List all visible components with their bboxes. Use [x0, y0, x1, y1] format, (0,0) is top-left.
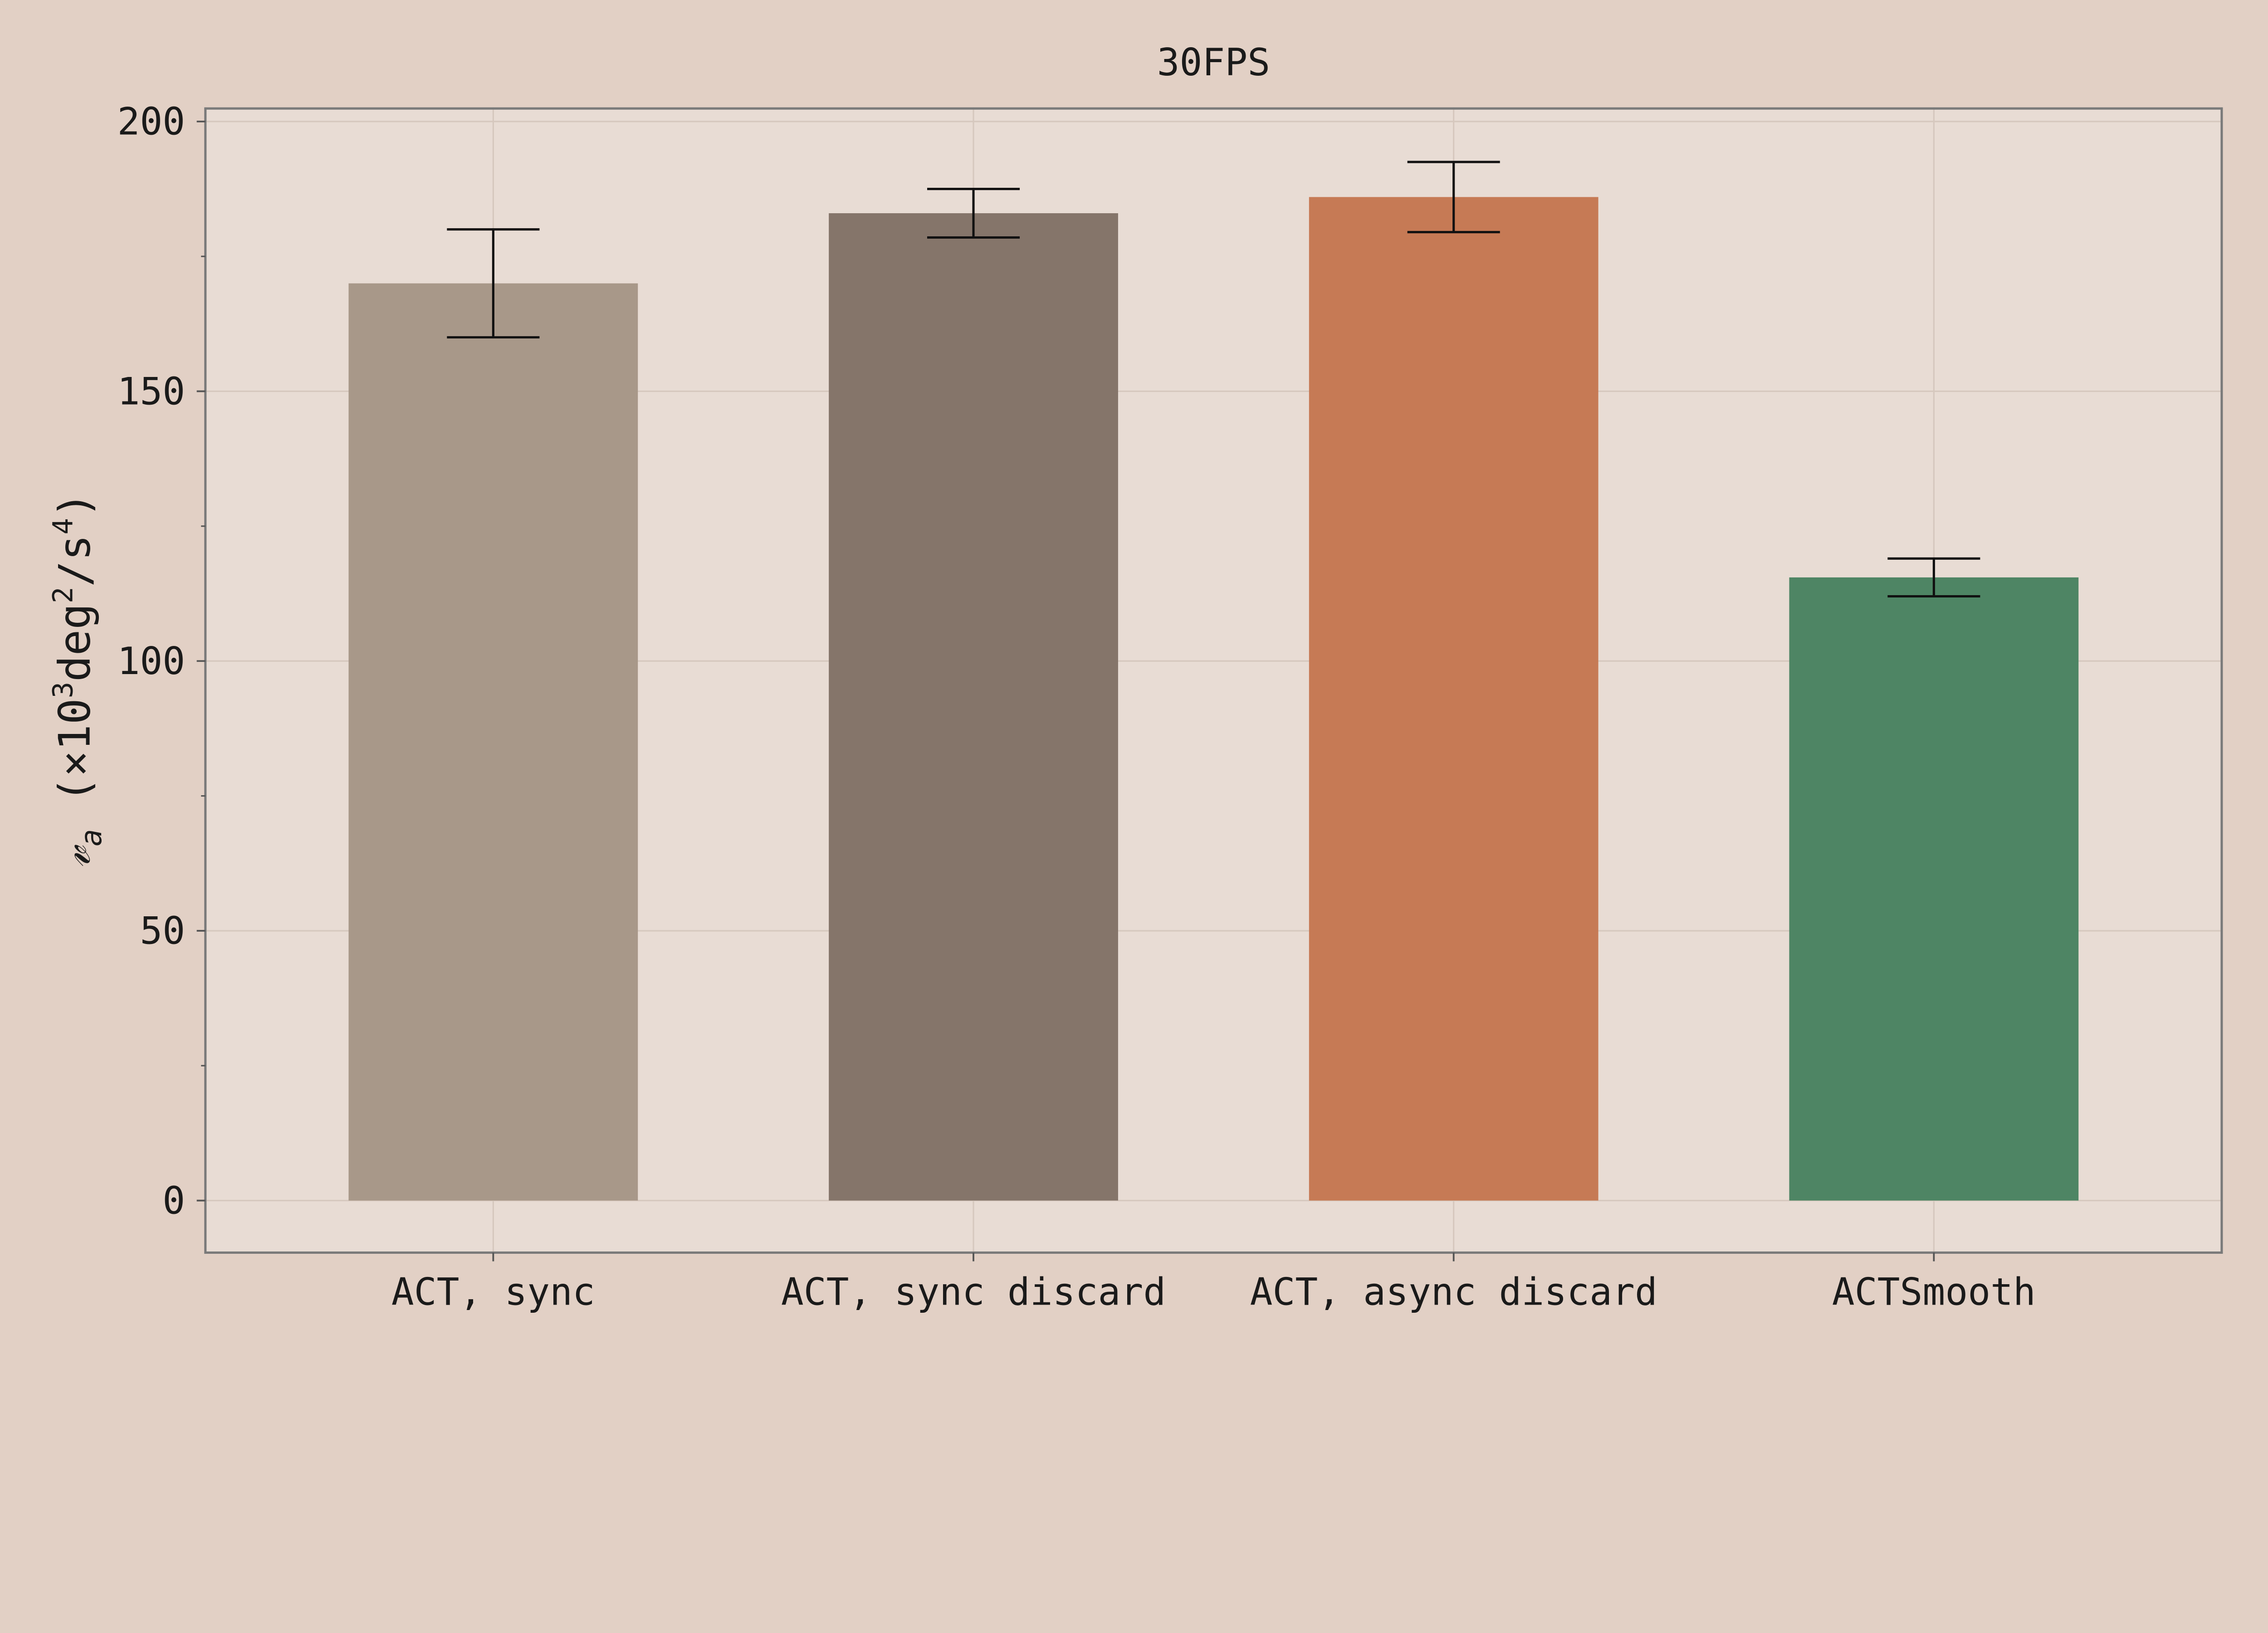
y-tick-label: 100 — [117, 639, 185, 683]
bar-act-sync-discard — [829, 213, 1118, 1201]
bar-actsmooth — [1789, 577, 2079, 1201]
y-label-subscript: a — [75, 829, 108, 846]
chart-title: 30FPS — [1157, 40, 1271, 84]
y-label-unit-mid: deg — [49, 603, 100, 682]
x-tick-label: ACTSmooth — [1832, 1270, 2036, 1314]
y-axis-label: 𝓋a (×103deg2/s4) — [47, 492, 108, 868]
bar-act-sync — [348, 283, 638, 1201]
y-label-unit-mid2: /s — [49, 534, 100, 587]
y-tick-label: 0 — [162, 1178, 185, 1222]
y-tick-label: 50 — [140, 909, 185, 953]
bar-act-async-discard — [1309, 197, 1598, 1201]
x-tick-label: ACT, async discard — [1250, 1270, 1657, 1314]
x-tick-label: ACT, sync — [391, 1270, 595, 1314]
y-label-unit-prefix: (×10 — [49, 698, 100, 829]
x-tick-label: ACT, sync discard — [781, 1270, 1166, 1314]
bars — [348, 197, 2079, 1201]
y-tick-label: 200 — [117, 100, 185, 144]
error-bars — [447, 161, 1980, 598]
y-tick-label: 150 — [117, 369, 185, 413]
y-label-exp2: 2 — [47, 587, 79, 603]
y-label-exp3: 4 — [47, 518, 79, 534]
axis-ticks: 0 50 100 150 200 ACT, sync ACT, sync discard AC… — [117, 100, 2036, 1314]
bar-chart: 0 50 100 150 200 ACT, sync ACT, sync discard AC… — [47, 40, 2223, 1314]
plot-frame — [204, 107, 2223, 1254]
y-label-exp1: 3 — [47, 682, 79, 698]
y-label-unit-suffix: ) — [49, 492, 100, 518]
y-label-symbol: 𝓋 — [49, 844, 100, 868]
